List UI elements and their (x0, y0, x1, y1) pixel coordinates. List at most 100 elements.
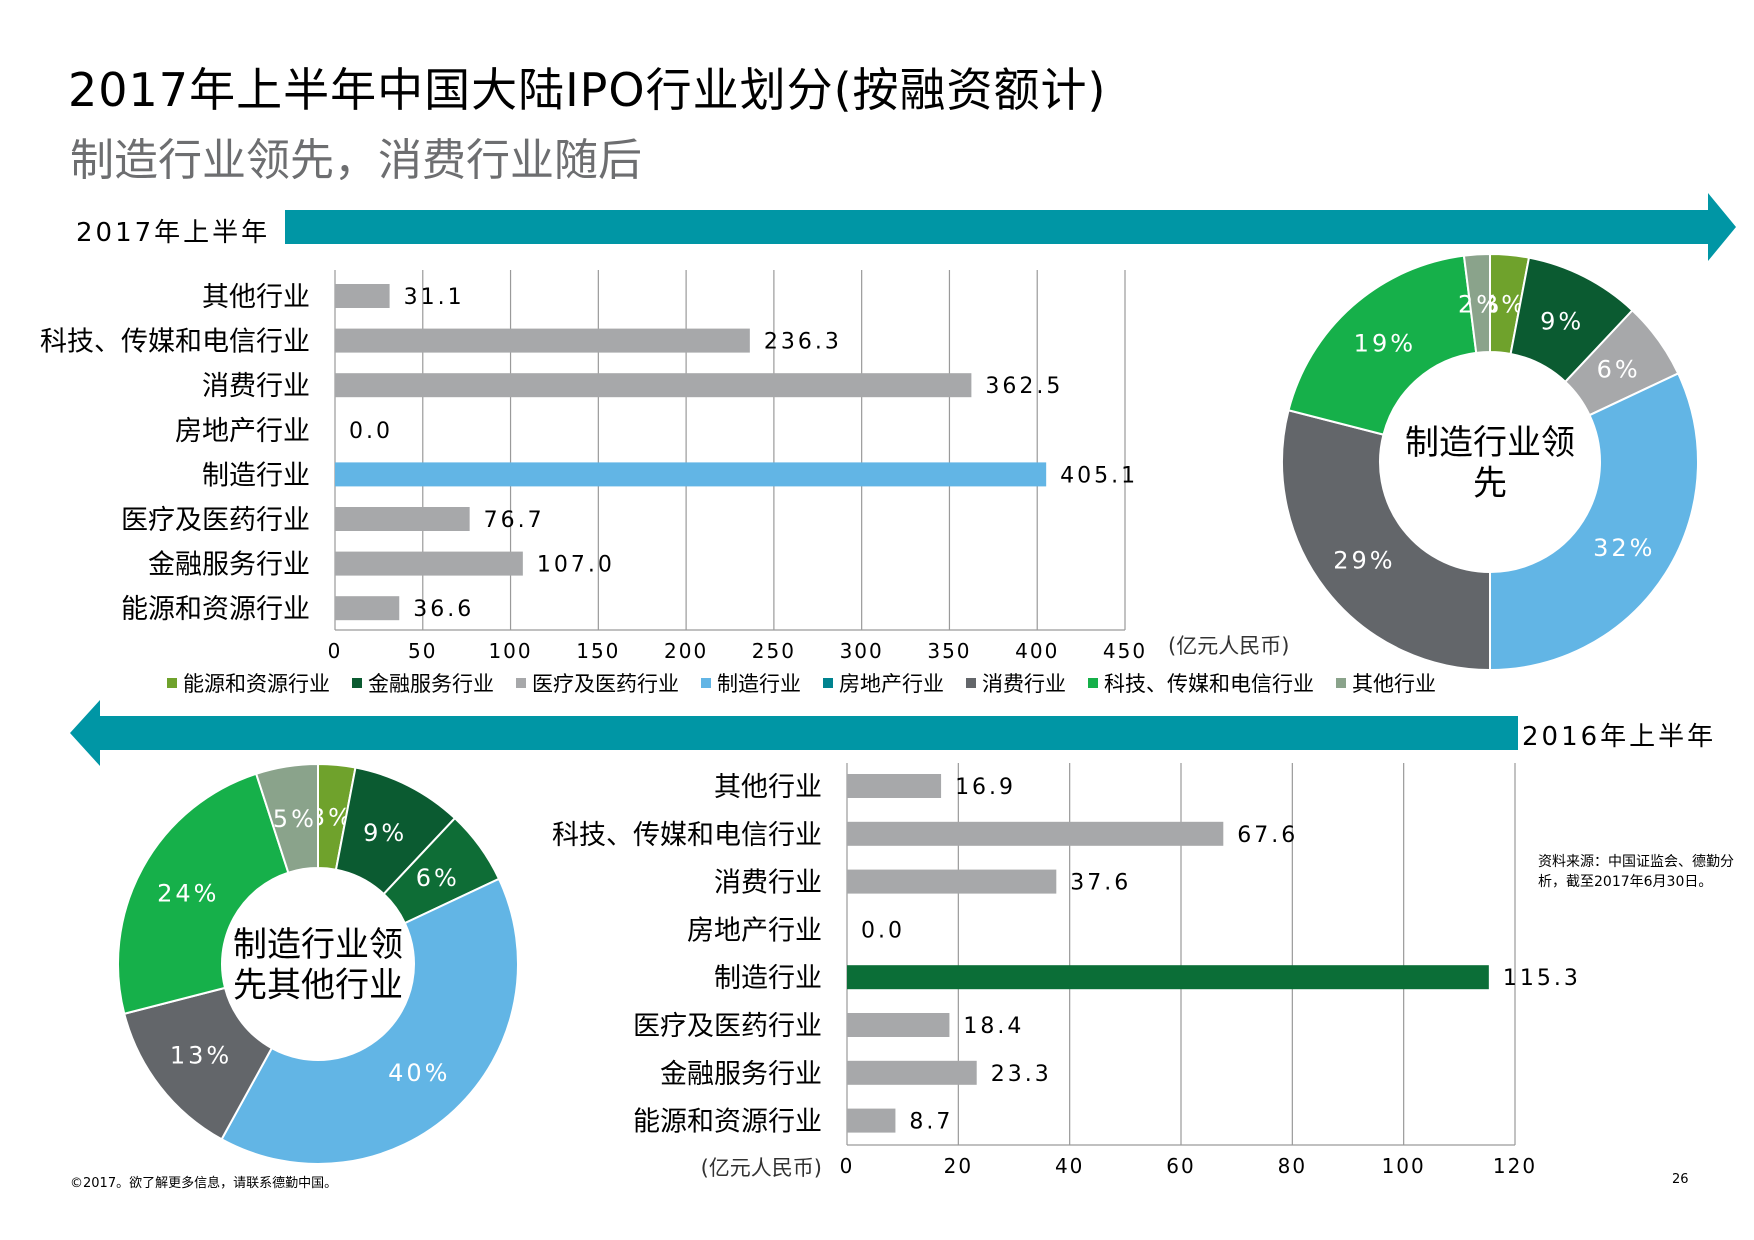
copyright-footer: ©2017。欲了解更多信息，请联系德勤中国。 (70, 1176, 338, 1191)
x-tick-label: 350 (927, 639, 971, 663)
donut-slice (1489, 372, 1699, 672)
x-tick-label: 50 (408, 639, 437, 663)
page-title: 2017年上半年中国大陆IPO行业划分(按融资额计) (68, 63, 1107, 117)
bar-chart-2017: 0 50 100 150 200 250 300 350 400 450 其他行业 31.1 科技、传媒… (40, 270, 1289, 663)
bar (335, 596, 400, 621)
x-tick-label: 80 (1278, 1154, 1307, 1178)
category-label: 其他行业 (202, 282, 310, 313)
legend-swatch (966, 678, 976, 688)
donut-center-label: 制造行业领 (233, 925, 403, 965)
category-label: 金融服务行业 (660, 1059, 822, 1090)
bar (847, 774, 942, 798)
data-label: 31.1 (404, 285, 465, 310)
slice-label: 40% (388, 1059, 450, 1087)
legend-label: 其他行业 (1352, 672, 1436, 696)
x-tick-label: 150 (576, 639, 620, 663)
data-label: 362.5 (985, 374, 1063, 399)
slice-label: 32% (1593, 534, 1655, 562)
bar (335, 328, 750, 353)
x-tick-label: 0 (328, 639, 343, 663)
x-tick-label: 300 (840, 639, 884, 663)
legend-label: 医疗及医药行业 (532, 672, 679, 696)
slice-label: 5% (273, 805, 317, 833)
timeline-arrow-2017 (285, 193, 1736, 261)
data-label: 23.3 (991, 1062, 1052, 1087)
x-tick-label: 450 (1103, 639, 1147, 663)
donut-center-label: 先 (1473, 463, 1507, 503)
category-label: 医疗及医药行业 (633, 1011, 822, 1042)
x-tick-label: 100 (488, 639, 532, 663)
bar-chart-2016: 0 20 40 60 80 100 120 其他行业 16.9 科技、传媒和电信行业 67.6 消费行… (552, 763, 1581, 1180)
unit-label: (亿元人民币) (1168, 634, 1289, 658)
x-tick-label: 20 (944, 1154, 973, 1178)
x-tick-label: 60 (1166, 1154, 1195, 1178)
bar (847, 821, 1224, 846)
x-tick-label: 250 (752, 639, 796, 663)
slice-label: 13% (170, 1042, 232, 1070)
donut-slice (1287, 254, 1478, 436)
donut-slice (1462, 252, 1491, 354)
donut-center-label: 先其他行业 (233, 965, 403, 1005)
timeline-arrow-2016 (70, 700, 1518, 766)
slice-label: 24% (157, 880, 219, 908)
legend-swatch (352, 678, 362, 688)
period-label-2017: 2017年上半年 (76, 218, 271, 248)
bar (335, 373, 972, 398)
source-note: 资料来源：中国证监会、德勤分析，截至2017年6月30日。 (1538, 854, 1734, 890)
category-label: 房地产行业 (175, 416, 310, 447)
donut-chart-2017: 3%9%6%32%29%19%2%制造行业领先 (1281, 252, 1699, 672)
legend-label: 科技、传媒和电信行业 (1104, 672, 1314, 696)
legend-label: 能源和资源行业 (183, 672, 330, 696)
slice-label: 29% (1333, 546, 1395, 574)
x-tick-label: 200 (664, 639, 708, 663)
legend-swatch (167, 678, 177, 688)
data-label: 37.6 (1070, 871, 1131, 896)
unit-label: (亿元人民币) (701, 1156, 822, 1180)
x-tick-label: 120 (1493, 1154, 1537, 1178)
data-label: 67.6 (1237, 823, 1298, 848)
category-label: 消费行业 (202, 371, 310, 402)
donut-slice (220, 877, 519, 1165)
bar (847, 965, 1489, 990)
data-label: 8.7 (909, 1110, 953, 1135)
donut-slice (254, 762, 319, 874)
data-label: 115.3 (1503, 966, 1581, 991)
bar (847, 1013, 950, 1037)
legend-label: 消费行业 (982, 672, 1066, 696)
slice-label: 2% (1458, 290, 1502, 318)
category-label: 消费行业 (714, 868, 822, 899)
data-label: 16.9 (955, 775, 1016, 800)
category-label: 房地产行业 (687, 915, 822, 946)
slice-label: 19% (1354, 330, 1416, 358)
slice-label: 9% (1540, 307, 1584, 335)
category-label: 其他行业 (714, 772, 822, 803)
donut-slice (1281, 409, 1491, 672)
slice-label: 6% (1597, 356, 1641, 384)
x-tick-label: 40 (1055, 1154, 1084, 1178)
slice-label: 6% (416, 864, 460, 892)
data-label: 18.4 (963, 1014, 1024, 1039)
chart-legend: 能源和资源行业 金融服务行业 医疗及医药行业 制造行业 房地产行业 消费行业 科技、传媒和电… (167, 672, 1436, 696)
legend-swatch (1088, 678, 1098, 688)
legend-swatch (823, 678, 833, 688)
category-label: 制造行业 (714, 963, 822, 994)
page-subtitle: 制造行业领先，消费行业随后 (70, 135, 642, 186)
bar (847, 1108, 896, 1133)
bar (847, 869, 1057, 894)
legend-swatch (516, 678, 526, 688)
slice-label: 9% (363, 819, 407, 847)
data-label: 107.0 (537, 553, 615, 578)
data-label: 76.7 (484, 508, 545, 533)
legend-label: 金融服务行业 (368, 672, 494, 696)
x-tick-label: 0 (840, 1154, 855, 1178)
category-label: 制造行业 (202, 460, 310, 491)
bar (335, 507, 470, 531)
page-number: 26 (1672, 1172, 1689, 1187)
legend-swatch (701, 678, 711, 688)
data-label: 236.3 (764, 330, 842, 355)
period-label-2016: 2016年上半年 (1522, 722, 1717, 752)
data-label: 36.6 (413, 597, 474, 622)
x-tick-label: 100 (1382, 1154, 1426, 1178)
category-label: 医疗及医药行业 (121, 505, 310, 536)
category-label: 能源和资源行业 (633, 1107, 822, 1138)
